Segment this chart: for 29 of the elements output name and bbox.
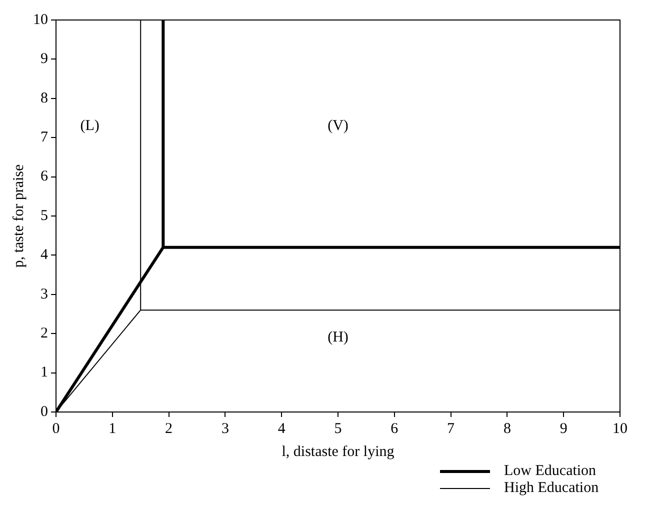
x-tick-label: 2	[165, 420, 173, 437]
x-tick-label: 10	[612, 420, 628, 437]
y-tick-label: 0	[40, 404, 48, 420]
x-tick-label: 5	[334, 420, 342, 437]
x-tick-label: 6	[390, 420, 399, 437]
x-tick-label: 4	[278, 420, 286, 437]
x-tick-label: 9	[560, 420, 568, 437]
legend-label: High Education	[504, 480, 599, 497]
y-axis-title: p, taste for praise	[10, 164, 27, 268]
annotation: (L)	[80, 118, 100, 134]
y-tick-label: 9	[40, 51, 48, 68]
x-tick-label: 7	[447, 420, 456, 437]
x-tick-label: 8	[503, 420, 511, 437]
y-tick-label: 8	[40, 90, 48, 106]
y-tick-label: 2	[40, 326, 48, 342]
annotation: (H)	[328, 329, 348, 346]
x-axis-title: l, distaste for lying	[282, 444, 395, 460]
y-tick-label: 1	[40, 364, 48, 381]
y-tick-label: 10	[33, 12, 48, 28]
x-tick-label: 1	[108, 420, 116, 437]
y-tick-label: 3	[40, 286, 48, 302]
y-tick-label: 6	[40, 168, 48, 185]
legend-label: Low Education	[504, 463, 596, 480]
y-tick-label: 4	[40, 247, 48, 264]
annotation: (V)	[328, 118, 348, 134]
x-tick-label: 3	[221, 420, 229, 437]
y-tick-label: 7	[40, 130, 48, 146]
y-tick-label: 5	[40, 208, 48, 224]
x-tick-label: 0	[52, 420, 60, 437]
